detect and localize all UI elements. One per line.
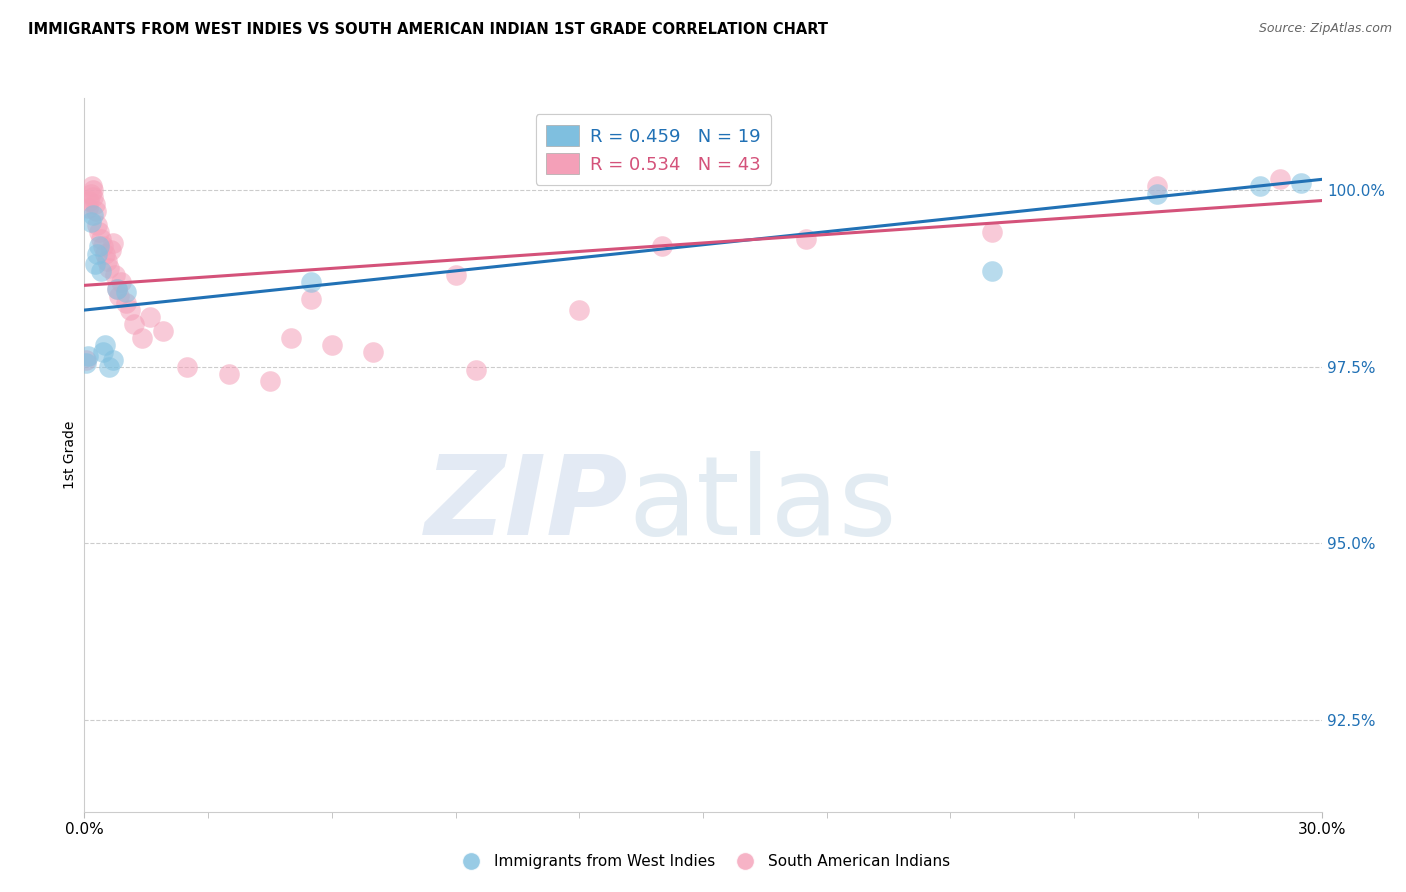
Point	[108, 289, 131, 303]
Point	[87, 225, 110, 239]
Point	[91, 239, 114, 253]
Point	[651, 239, 673, 253]
Point	[1249, 179, 1271, 194]
Point	[139, 310, 162, 325]
Point	[80, 179, 103, 194]
Text: Source: ZipAtlas.com: Source: ZipAtlas.com	[1258, 22, 1392, 36]
Text: IMMIGRANTS FROM WEST INDIES VS SOUTH AMERICAN INDIAN 1ST GRADE CORRELATION CHART: IMMIGRANTS FROM WEST INDIES VS SOUTH AME…	[28, 22, 828, 37]
Point	[1146, 186, 1168, 201]
Point	[299, 293, 322, 307]
Point	[87, 239, 110, 253]
Point	[79, 215, 101, 229]
Point	[794, 232, 817, 246]
Point	[152, 324, 174, 338]
Point	[568, 303, 591, 318]
Point	[84, 204, 107, 219]
Point	[90, 264, 112, 278]
Point	[86, 219, 108, 233]
Point	[79, 194, 101, 208]
Point	[77, 349, 100, 363]
Point	[465, 363, 488, 377]
Point	[94, 246, 117, 260]
Point	[86, 246, 108, 260]
Legend: Immigrants from West Indies, South American Indians: Immigrants from West Indies, South Ameri…	[450, 848, 956, 875]
Point	[82, 183, 104, 197]
Point	[98, 359, 121, 374]
Point	[77, 201, 100, 215]
Point	[110, 275, 132, 289]
Legend: R = 0.459   N = 19, R = 0.534   N = 43: R = 0.459 N = 19, R = 0.534 N = 43	[536, 114, 772, 185]
Point	[299, 275, 322, 289]
Point	[103, 352, 125, 367]
Point	[361, 345, 384, 359]
Text: atlas: atlas	[628, 451, 897, 558]
Point	[105, 282, 128, 296]
Point	[1270, 172, 1292, 186]
Point	[980, 264, 1002, 278]
Point	[1146, 179, 1168, 194]
Point	[1289, 176, 1312, 190]
Text: ZIP: ZIP	[425, 451, 628, 558]
Point	[114, 296, 136, 310]
Point	[122, 317, 145, 331]
Point	[91, 345, 114, 359]
Point	[98, 260, 121, 275]
Point	[105, 282, 128, 296]
Point	[100, 243, 122, 257]
Point	[75, 352, 97, 367]
Point	[96, 253, 118, 268]
Point	[104, 268, 127, 282]
Point	[321, 338, 343, 352]
Point	[131, 331, 153, 345]
Point	[118, 303, 141, 318]
Point	[444, 268, 467, 282]
Point	[82, 208, 104, 222]
Point	[114, 285, 136, 300]
Point	[259, 374, 281, 388]
Point	[79, 186, 101, 201]
Point	[82, 190, 104, 204]
Point	[176, 359, 198, 374]
Point	[980, 225, 1002, 239]
Point	[83, 257, 105, 271]
Point	[103, 235, 125, 250]
Y-axis label: 1st Grade: 1st Grade	[63, 421, 77, 489]
Point	[83, 197, 105, 211]
Point	[94, 338, 117, 352]
Point	[280, 331, 302, 345]
Point	[75, 356, 97, 370]
Point	[218, 367, 240, 381]
Point	[90, 232, 112, 246]
